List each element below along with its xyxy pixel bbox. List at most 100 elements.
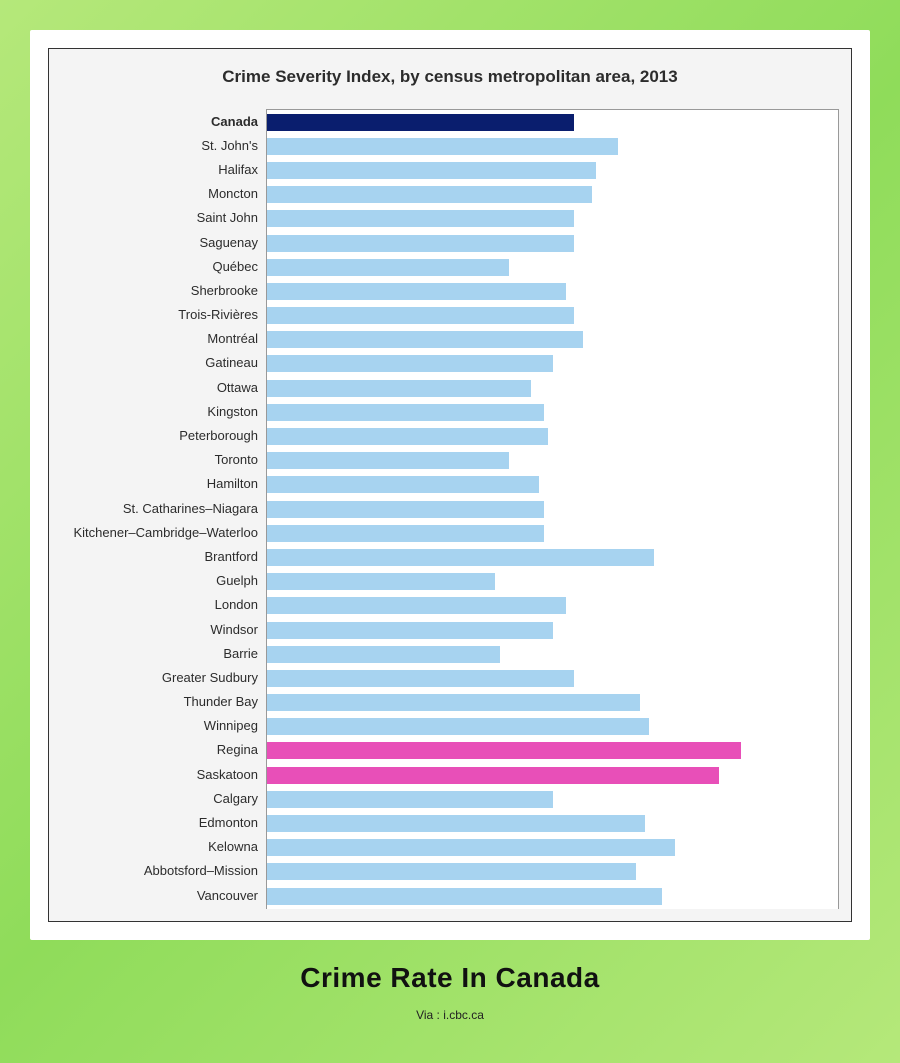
category-label: Barrie (61, 646, 266, 661)
category-label: St. Catharines–Niagara (61, 501, 266, 516)
category-label: Brantford (61, 549, 266, 564)
bar-row (267, 376, 838, 400)
bar (267, 138, 618, 155)
label-row: St. Catharines–Niagara (61, 496, 266, 520)
category-label: Greater Sudbury (61, 670, 266, 685)
label-row: Saskatoon (61, 762, 266, 786)
label-row: Regina (61, 738, 266, 762)
bar-cell (267, 497, 838, 521)
category-label: Regina (61, 742, 266, 757)
category-label: Vancouver (61, 888, 266, 903)
category-label: Hamilton (61, 476, 266, 491)
bar-row (267, 787, 838, 811)
label-row: Winnipeg (61, 714, 266, 738)
bar-row (267, 473, 838, 497)
bar (267, 573, 495, 590)
category-label: Ottawa (61, 380, 266, 395)
chart-title: Crime Severity Index, by census metropol… (61, 67, 839, 87)
bar-row (267, 618, 838, 642)
chart-body: Canada St. John's Halifax Moncton Saint John… (61, 109, 839, 909)
label-row: Hamilton (61, 472, 266, 496)
bar (267, 549, 654, 566)
bar (267, 742, 741, 759)
bar (267, 863, 636, 880)
bar-row (267, 497, 838, 521)
bar-cell (267, 884, 838, 908)
bar-cell (267, 642, 838, 666)
bar-cell (267, 376, 838, 400)
bar-cell (267, 473, 838, 497)
bar-row (267, 134, 838, 158)
bar-cell (267, 304, 838, 328)
label-row: Kelowna (61, 835, 266, 859)
bars-plot-area (266, 109, 839, 909)
bar-cell (267, 594, 838, 618)
bar-cell (267, 763, 838, 787)
label-row: Saint John (61, 206, 266, 230)
label-row: Halifax (61, 157, 266, 181)
category-label: Canada (61, 114, 266, 129)
label-row: London (61, 593, 266, 617)
category-label: Gatineau (61, 355, 266, 370)
bar-row (267, 110, 838, 134)
bar-cell (267, 352, 838, 376)
bar-cell (267, 110, 838, 134)
bar-row (267, 279, 838, 303)
category-label: Halifax (61, 162, 266, 177)
category-label: Saint John (61, 210, 266, 225)
bar-row (267, 642, 838, 666)
bar-row (267, 304, 838, 328)
bar (267, 622, 553, 639)
bar-cell (267, 400, 838, 424)
category-label: Moncton (61, 186, 266, 201)
bar-row (267, 400, 838, 424)
category-label: Toronto (61, 452, 266, 467)
bar-row (267, 763, 838, 787)
category-label: Kelowna (61, 839, 266, 854)
label-row: Vancouver (61, 883, 266, 907)
bar-cell (267, 618, 838, 642)
bar-row (267, 545, 838, 569)
category-label: Sherbrooke (61, 283, 266, 298)
label-row: Moncton (61, 182, 266, 206)
category-label: Kingston (61, 404, 266, 419)
bar-cell (267, 255, 838, 279)
bar-cell (267, 158, 838, 182)
bar-row (267, 666, 838, 690)
label-row: Trois-Rivières (61, 303, 266, 327)
bar (267, 888, 662, 905)
label-row: Greater Sudbury (61, 665, 266, 689)
outer-frame: Crime Severity Index, by census metropol… (0, 0, 900, 1063)
bar-row (267, 183, 838, 207)
bar-cell (267, 424, 838, 448)
bar-cell (267, 836, 838, 860)
bar (267, 235, 574, 252)
label-row: Ottawa (61, 375, 266, 399)
bar-row (267, 739, 838, 763)
category-label: Montréal (61, 331, 266, 346)
label-row: Kingston (61, 399, 266, 423)
caption-text: Crime Rate In Canada (30, 962, 870, 994)
bar-row (267, 836, 838, 860)
bar-row (267, 328, 838, 352)
bar-cell (267, 279, 838, 303)
bar (267, 597, 566, 614)
bar-cell (267, 231, 838, 255)
label-row: Gatineau (61, 351, 266, 375)
bar (267, 839, 675, 856)
category-label: St. John's (61, 138, 266, 153)
label-row: Brantford (61, 544, 266, 568)
bar-row (267, 811, 838, 835)
bar (267, 404, 544, 421)
label-row: Toronto (61, 448, 266, 472)
chart-container: Crime Severity Index, by census metropol… (48, 48, 852, 922)
label-row: Peterborough (61, 423, 266, 447)
bar (267, 718, 649, 735)
bar (267, 428, 548, 445)
bar (267, 114, 574, 131)
bar-row (267, 715, 838, 739)
via-source: i.cbc.ca (443, 1008, 484, 1022)
via-prefix: Via : (416, 1008, 443, 1022)
bar (267, 259, 509, 276)
bar (267, 210, 574, 227)
